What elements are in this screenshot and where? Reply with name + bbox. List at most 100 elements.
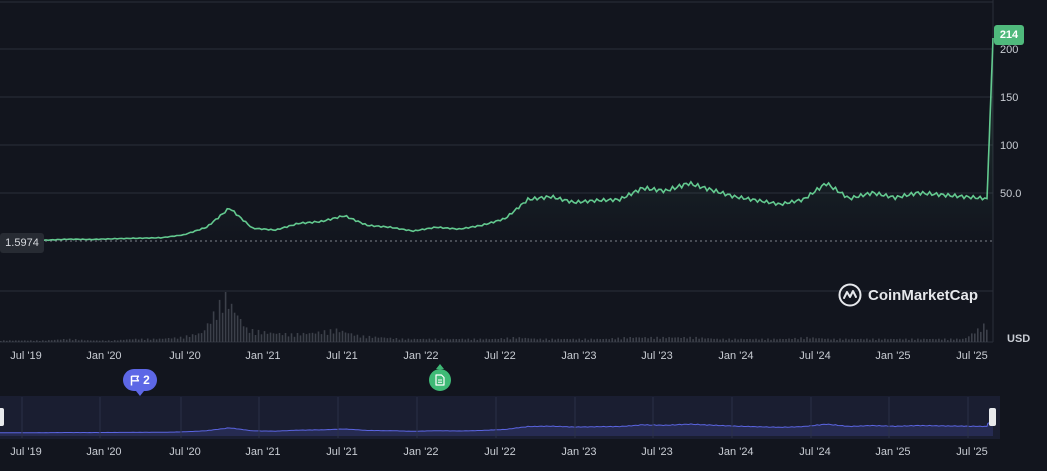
volume-bar <box>239 319 242 342</box>
navigator-tick-label: Jan '20 <box>86 446 121 458</box>
volume-bar <box>395 338 398 342</box>
volume-bar <box>434 338 437 342</box>
volume-bar <box>575 339 577 342</box>
volume-bar <box>617 337 619 342</box>
volume-bar <box>803 339 805 342</box>
navigator-tick-label: Jan '24 <box>718 446 753 458</box>
volume-bar <box>437 340 440 342</box>
volume-bar <box>248 332 251 342</box>
x-tick-label: Jan '20 <box>86 350 121 362</box>
volume-bar <box>479 338 482 342</box>
volume-bar <box>845 338 847 342</box>
volume-bar <box>698 338 700 342</box>
volume-bar <box>800 337 802 342</box>
volume-bar <box>299 335 302 342</box>
volume-bar <box>338 332 341 342</box>
y-tick-label: 150 <box>1000 92 1018 104</box>
volume-bar <box>92 340 95 342</box>
volume-bar <box>746 339 748 342</box>
volume-bar <box>314 333 317 342</box>
volume-bar <box>251 329 254 342</box>
volume-bar <box>95 340 98 342</box>
volume-bar <box>818 338 820 342</box>
volume-bar <box>401 338 404 342</box>
volume-bar <box>356 334 359 342</box>
volume-bar <box>842 339 844 342</box>
volume-bar <box>839 338 841 342</box>
volume-bar <box>602 339 604 342</box>
navigator-tick-label: Jul '21 <box>326 446 357 458</box>
volume-bar <box>578 338 580 342</box>
volume-bar <box>62 339 65 342</box>
news-badge[interactable] <box>429 364 451 391</box>
volume-bar <box>935 339 937 342</box>
volume-bar <box>104 340 107 342</box>
y-tick-label: 50.0 <box>1000 188 1021 200</box>
volume-bar <box>344 332 347 342</box>
navigator-tick-label: Jul '25 <box>956 446 987 458</box>
volume-bar <box>896 339 898 342</box>
volume-bar <box>836 340 838 342</box>
volume-bar <box>569 339 571 342</box>
volume-bar <box>827 338 829 342</box>
volume-bar <box>122 339 125 342</box>
volume-bar <box>452 338 455 342</box>
volume-bar <box>77 340 80 342</box>
navigator-tick-label: Jul '23 <box>641 446 672 458</box>
navigator-right-handle[interactable] <box>989 408 996 426</box>
volume-bar <box>428 338 431 342</box>
volume-bar <box>950 338 952 342</box>
volume-bar <box>806 336 808 342</box>
volume-bar <box>653 338 655 342</box>
x-tick-label: Jul '22 <box>484 350 515 362</box>
volume-bar <box>125 339 128 342</box>
volume-bar <box>755 338 757 342</box>
volume-bar <box>620 339 622 342</box>
volume-bar <box>593 339 595 342</box>
volume-bar <box>521 338 524 342</box>
volume-bar <box>659 338 661 342</box>
volume-bar <box>9 340 11 342</box>
volume-bar <box>272 333 275 342</box>
volume-bar <box>176 338 179 342</box>
y-tick-label: 100 <box>1000 140 1018 152</box>
volume-bar <box>371 337 374 342</box>
volume-bar <box>404 339 407 342</box>
volume-bar <box>440 338 443 342</box>
volume-bar <box>812 337 814 342</box>
x-axis-ticks: Jul '19 Jan '20 Jul '20 Jan '21 Jul '21 Jan '… <box>10 350 987 362</box>
navigator[interactable]: Jul '19 Jan '20 Jul '20 Jan '21 Jul '21 Jan '… <box>0 396 1000 458</box>
current-price-tag: 214 <box>994 25 1024 45</box>
volume-bar <box>308 333 311 342</box>
volume-bar <box>326 334 329 342</box>
coinmarketcap-logo: CoinMarketCap <box>838 283 978 307</box>
document-icon <box>435 374 445 386</box>
volume-bar <box>197 333 200 342</box>
volume-bar <box>374 336 377 342</box>
volume-bar <box>116 340 119 342</box>
volume-bar <box>899 338 901 342</box>
event-flag-badge[interactable]: 2 <box>123 369 157 396</box>
navigator-ticks: Jul '19 Jan '20 Jul '20 Jan '21 Jul '21 Jan '… <box>10 446 987 458</box>
volume-bar <box>725 339 727 342</box>
volume-bar <box>134 338 137 342</box>
volume-bar <box>626 338 628 342</box>
volume-bar <box>767 338 769 342</box>
volume-bar <box>749 338 751 342</box>
volume-bar <box>53 339 56 342</box>
first-price-tag: 1.5974 <box>0 233 44 253</box>
volume-bar <box>674 337 676 342</box>
volume-bar <box>128 339 131 342</box>
volume-bar <box>875 340 877 342</box>
x-tick-label: Jan '21 <box>245 350 280 362</box>
navigator-left-handle[interactable] <box>0 408 4 426</box>
volume-bar <box>224 292 227 342</box>
navigator-tick-label: Jul '20 <box>169 446 200 458</box>
volume-bar <box>350 333 353 342</box>
volume-bar <box>944 338 946 342</box>
volume-bar <box>860 338 862 342</box>
volume-bar <box>59 339 62 342</box>
navigator-area <box>0 423 993 436</box>
